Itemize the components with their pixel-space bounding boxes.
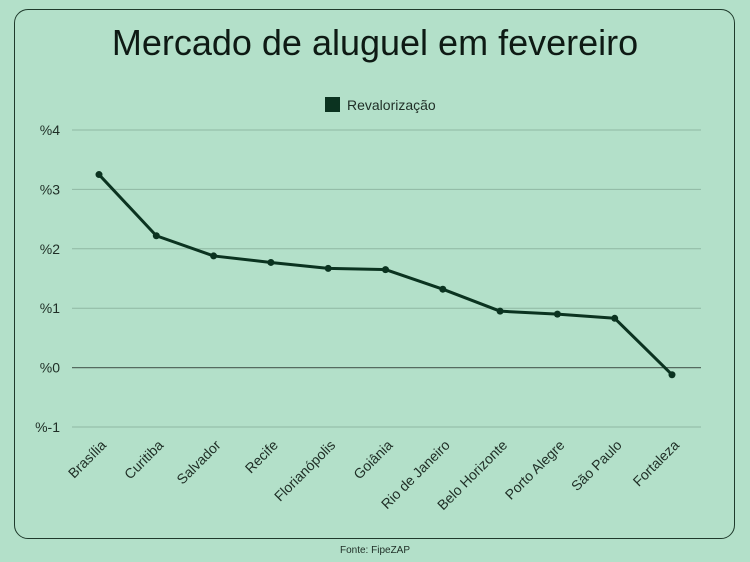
data-point	[439, 285, 447, 293]
x-tick-label: Porto Alegre	[502, 437, 568, 503]
legend: Revalorização	[325, 97, 436, 113]
data-point	[210, 252, 218, 260]
y-tick-label: %4	[40, 122, 60, 138]
y-tick-label: %0	[40, 360, 60, 376]
x-tick-label: Recife	[242, 437, 282, 477]
data-point	[496, 307, 504, 315]
series-layer	[95, 171, 676, 379]
chart-title: Mercado de aluguel em fevereiro	[111, 22, 639, 63]
grid-lines	[72, 129, 701, 428]
y-tick-label: %1	[40, 300, 60, 316]
data-point	[382, 266, 389, 274]
data-point	[553, 310, 561, 318]
y-axis-ticks: %4 %3 %2 %1 %0 %-1	[35, 122, 60, 435]
y-tick-label: %2	[40, 241, 60, 257]
legend-label: Revalorização	[347, 97, 436, 113]
data-point	[324, 264, 332, 272]
series-line	[97, 173, 674, 376]
data-point	[611, 314, 619, 322]
x-tick-label: Goiânia	[350, 437, 396, 483]
x-tick-label: Fortaleza	[630, 437, 683, 490]
data-point	[668, 371, 676, 379]
x-tick-label: Florianópolis	[271, 437, 338, 504]
line-chart: %4 %3 %2 %1 %0 %-1 Brasília Curitiba Salvador Re…	[35, 97, 701, 513]
data-point	[267, 258, 275, 266]
y-tick-label: %-1	[35, 419, 60, 435]
x-tick-label: São Paulo	[568, 437, 625, 494]
x-axis-ticks: Brasília Curitiba Salvador RecifeFlorianópo…	[65, 437, 682, 513]
data-point	[152, 232, 160, 240]
chart-frame	[14, 9, 735, 539]
x-tick-label: Curitiba	[121, 437, 167, 483]
y-tick-label: %3	[40, 181, 60, 197]
x-tick-label: Brasília	[65, 437, 109, 481]
x-tick-label: Salvador	[173, 437, 224, 488]
legend-swatch	[325, 97, 340, 112]
data-point	[95, 171, 103, 179]
chart-source: Fonte: FipeZAP	[339, 545, 411, 556]
